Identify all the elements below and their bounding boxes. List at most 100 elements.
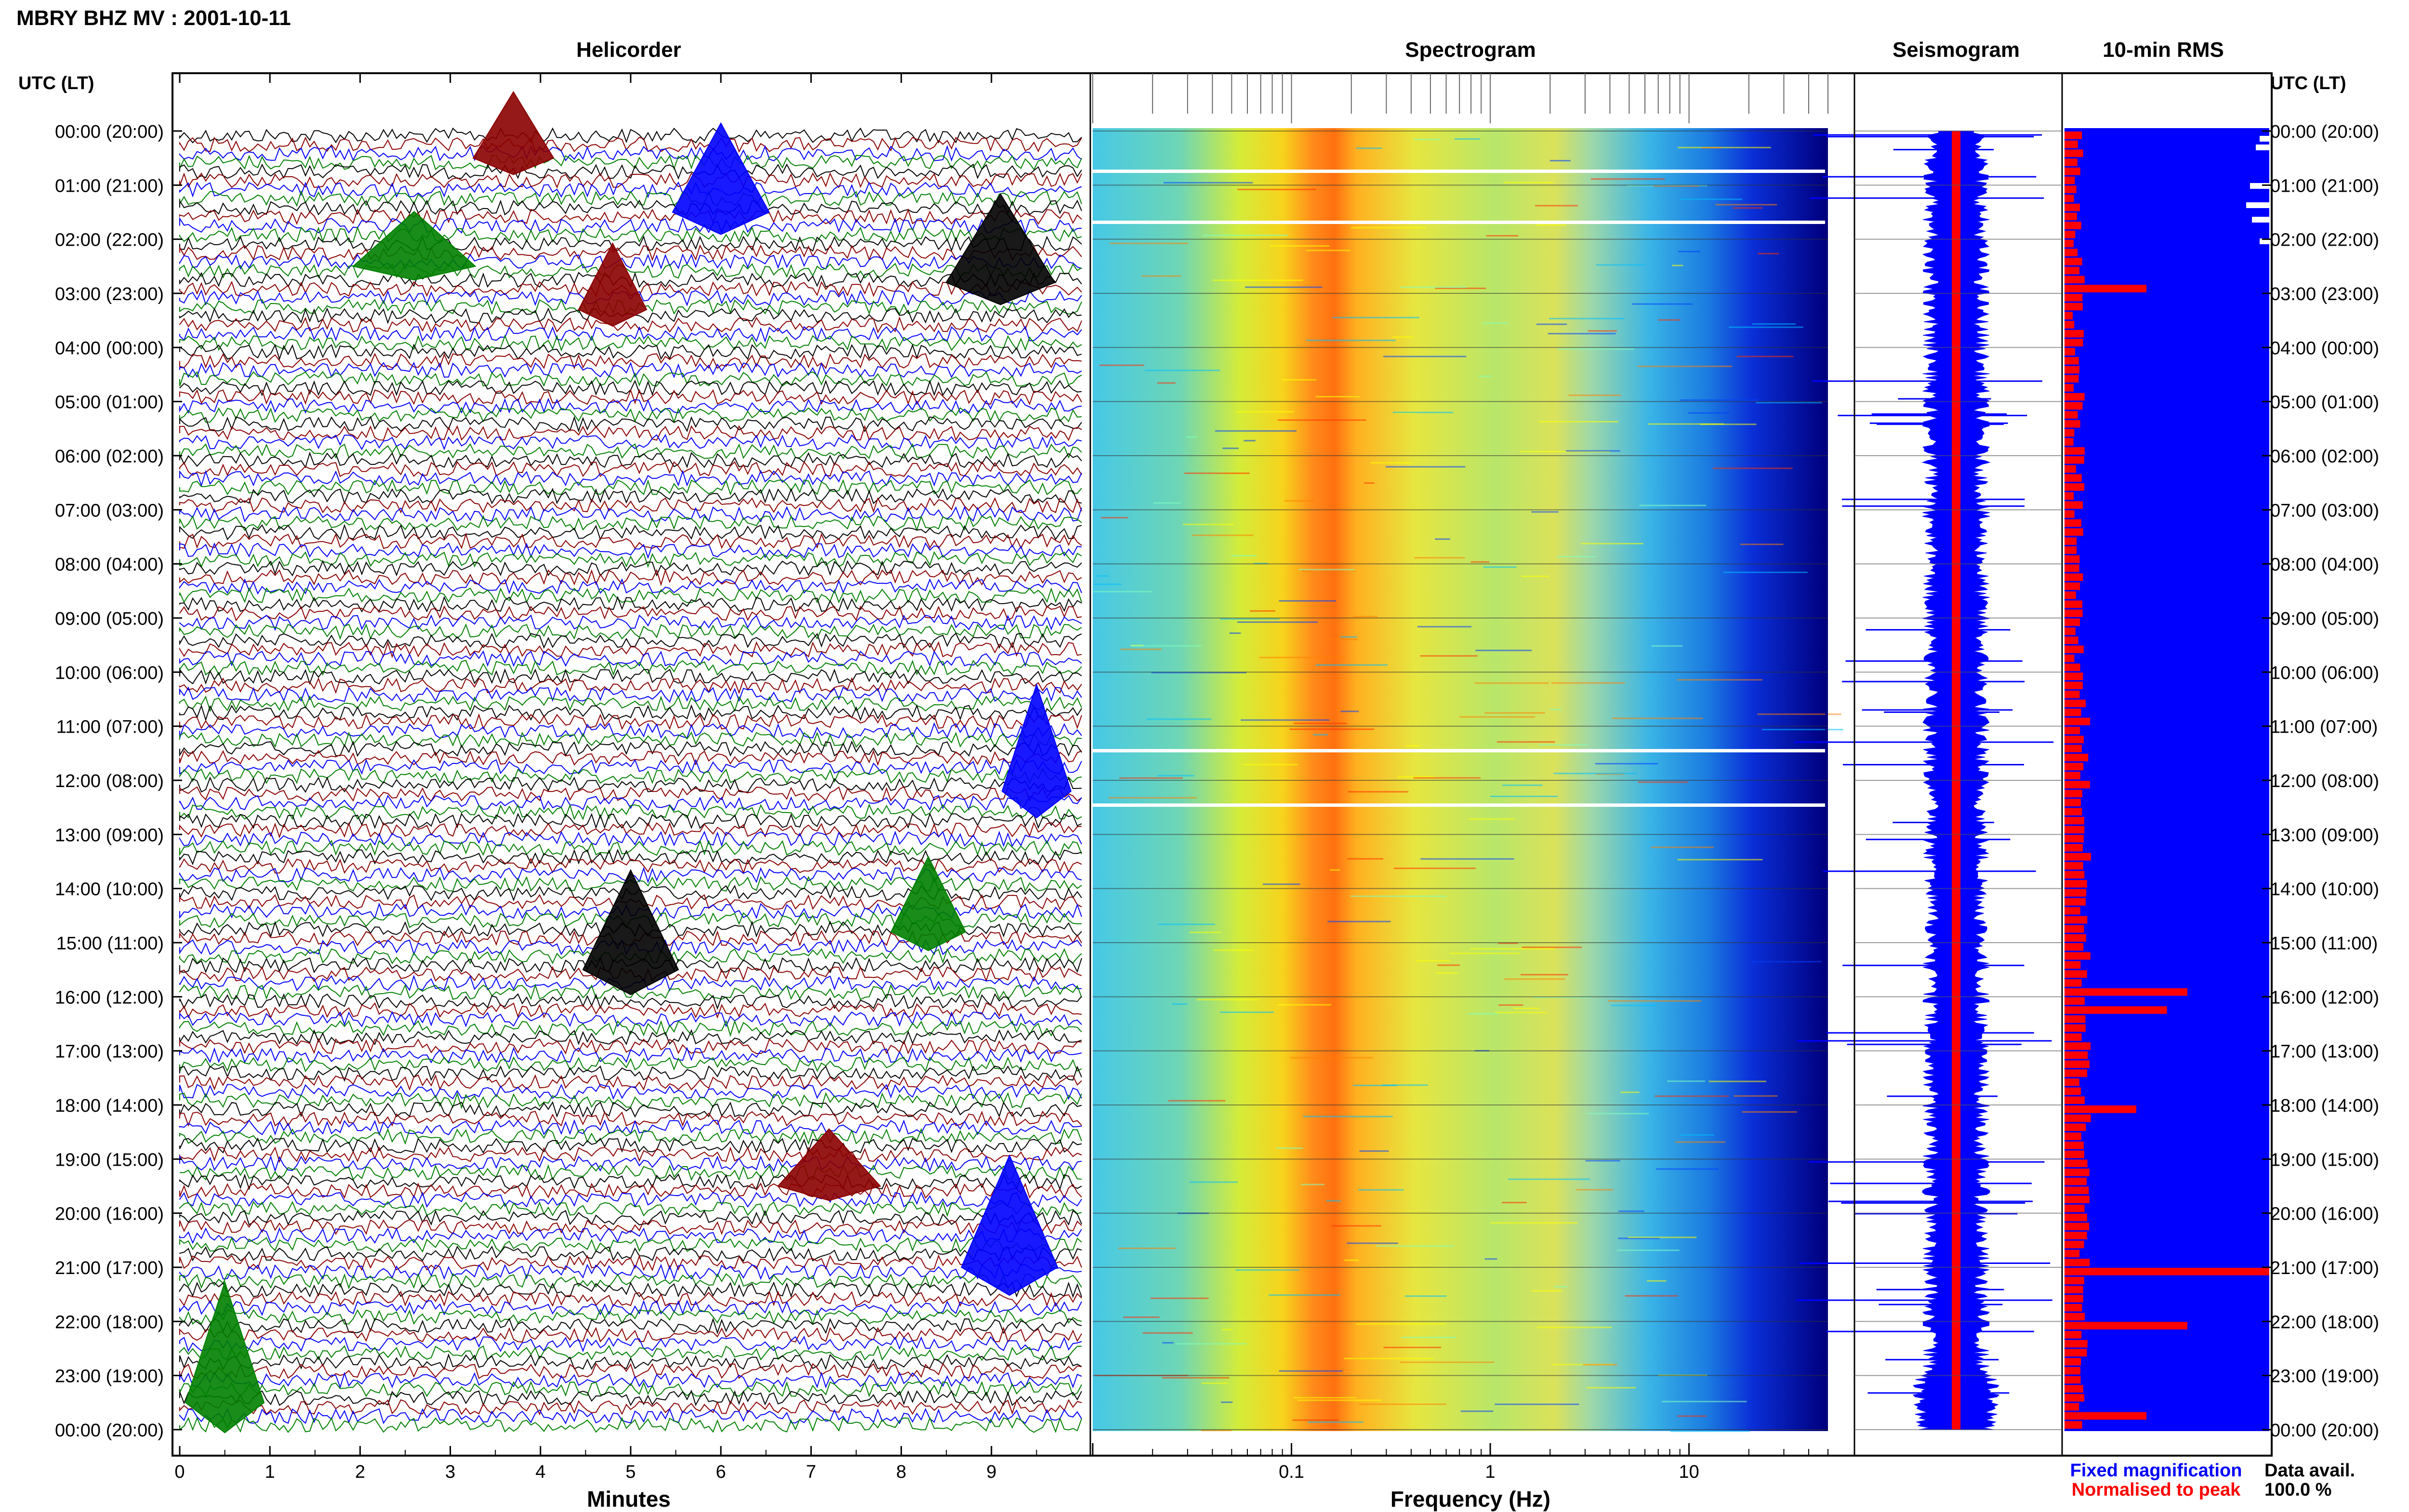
time-label-left: 02:00 (22:00) [55, 230, 164, 250]
rms-bar [2065, 158, 2078, 166]
helicorder-trace-line [179, 514, 1082, 531]
spectrogram-streak [1437, 964, 1460, 966]
helicorder-trace-line [179, 524, 1082, 541]
time-label-right: 09:00 (05:00) [2270, 609, 2379, 629]
rms-bar [2065, 249, 2078, 257]
helicorder-trace-line [179, 1227, 1082, 1244]
spectrogram-streak [1521, 974, 1568, 975]
spectrogram-streak [1736, 355, 1794, 357]
time-label-left: 22:00 (18:00) [55, 1312, 164, 1332]
spectrogram-streak [1277, 419, 1366, 421]
spectrogram-streak [1222, 447, 1239, 449]
helicorder-trace-line [179, 695, 1082, 712]
helicorder-trace-line [179, 190, 1082, 207]
rms-bar [2065, 492, 2074, 500]
time-label-left: 17:00 (13:00) [55, 1042, 164, 1062]
figure-frame [172, 72, 2273, 1457]
spectrogram-streak [1222, 1328, 1232, 1330]
spectrogram-streak [1331, 1225, 1381, 1227]
rms-bar [2065, 943, 2084, 951]
spectrogram-streak [1581, 543, 1643, 545]
spectrogram-streak [1330, 869, 1340, 871]
spectrogram-streak [1302, 570, 1313, 572]
spectrogram-streak [1183, 524, 1234, 526]
helicorder-trace-line [179, 263, 1082, 279]
rms-bar [2065, 1196, 2090, 1203]
helicorder-trace-line [179, 1029, 1082, 1046]
helicorder-trace-line [179, 1399, 1082, 1416]
spectrogram-streak [1677, 1415, 1707, 1417]
spectrogram-streak [1300, 1183, 1324, 1185]
minutes-axis: 0 1 2 3 4 5 6 7 8 9 [174, 73, 1037, 1482]
helicorder-trace-line [179, 686, 1082, 703]
spectrogram-streak [1535, 205, 1578, 207]
spectrogram-streak [1504, 978, 1565, 980]
spectrogram-streak [1289, 728, 1375, 730]
spectrogram-streak [1359, 1150, 1389, 1152]
spectrogram-streak [1502, 1202, 1527, 1204]
time-label-right: 14:00 (10:00) [2270, 880, 2379, 900]
spectrogram-streak [1099, 364, 1144, 366]
spectrogram-streak [1586, 1387, 1636, 1389]
spectrogram-streak [1632, 303, 1693, 305]
time-label-right: 17:00 (13:00) [2270, 1042, 2379, 1062]
helicorder-trace-line [179, 822, 1082, 839]
spectrogram-streak [1533, 997, 1591, 999]
spectrogram-streak [1158, 923, 1215, 925]
helicorder-trace-line [179, 722, 1082, 739]
spectrogram-streak [1538, 421, 1618, 422]
rms-bar [2065, 690, 2080, 698]
helicorder-trace-line [179, 416, 1082, 433]
rms-bar [2065, 1159, 2088, 1167]
rms-bar [2065, 438, 2074, 446]
time-label-right: 23:00 (19:00) [2270, 1367, 2379, 1387]
rms-bar [2065, 573, 2083, 581]
minute-tick-label: 2 [355, 1462, 365, 1482]
rms-bar [2065, 1276, 2084, 1285]
spectrogram-streak [1393, 411, 1454, 413]
helicorder-trace-line [179, 1254, 1082, 1272]
spectrogram-streak [1538, 744, 1588, 746]
spectrogram-gap [1093, 749, 1828, 752]
rms-bar [2065, 1322, 2187, 1329]
time-axis: 00:00 (20:00) 00:00 (20:00) 01:00 (21:00) 0… [55, 122, 2379, 1441]
time-label-right: 06:00 (02:00) [2270, 447, 2379, 467]
spectrogram-streak [1332, 316, 1419, 318]
rms-bar [2065, 555, 2080, 563]
spectrogram-streak [1468, 818, 1515, 820]
rms-bar [2065, 519, 2081, 527]
spectrogram-streak [1347, 1242, 1399, 1244]
helicorder-trace-line [179, 740, 1082, 757]
spectrogram-streak [1742, 1111, 1797, 1113]
helicorder-trace-line [179, 334, 1082, 352]
time-label-left: 01:00 (21:00) [55, 176, 164, 196]
time-label-left: 06:00 (02:00) [55, 447, 164, 467]
rms-bar [2065, 1358, 2081, 1366]
spectrogram-streak [1536, 323, 1567, 325]
frequency-axis-label: Frequency (Hz) [1390, 1486, 1550, 1512]
helicorder-trace-line [179, 1128, 1082, 1145]
helicorder-trace-line [179, 443, 1082, 460]
minute-tick-label: 1 [265, 1462, 275, 1482]
spectrogram-streak [1734, 1095, 1778, 1097]
helicorder-trace-line [179, 172, 1082, 189]
legend-fixed-magnification: Fixed magnification [2070, 1460, 2242, 1481]
spectrogram-edge [1825, 128, 1828, 1431]
spectrogram-streak [1358, 1189, 1404, 1191]
rms-bar [2065, 1367, 2080, 1375]
spectrogram-streak [1189, 1181, 1238, 1183]
spectrogram-streak [1496, 741, 1555, 743]
rms-bar [2065, 131, 2082, 139]
rms-bar [2065, 726, 2080, 735]
spectrogram-streak [1585, 1160, 1620, 1162]
spectrogram-streak [1213, 949, 1254, 951]
spectrogram-streak [1191, 534, 1254, 536]
rms-bar [2065, 366, 2079, 374]
rms-bar [2065, 645, 2084, 653]
rms-bar [2065, 294, 2083, 302]
spectrogram-streak [1189, 932, 1221, 933]
rms-bar [2065, 564, 2079, 572]
spectrogram-streak [1435, 538, 1450, 540]
spectrogram-streak [1616, 1249, 1680, 1251]
